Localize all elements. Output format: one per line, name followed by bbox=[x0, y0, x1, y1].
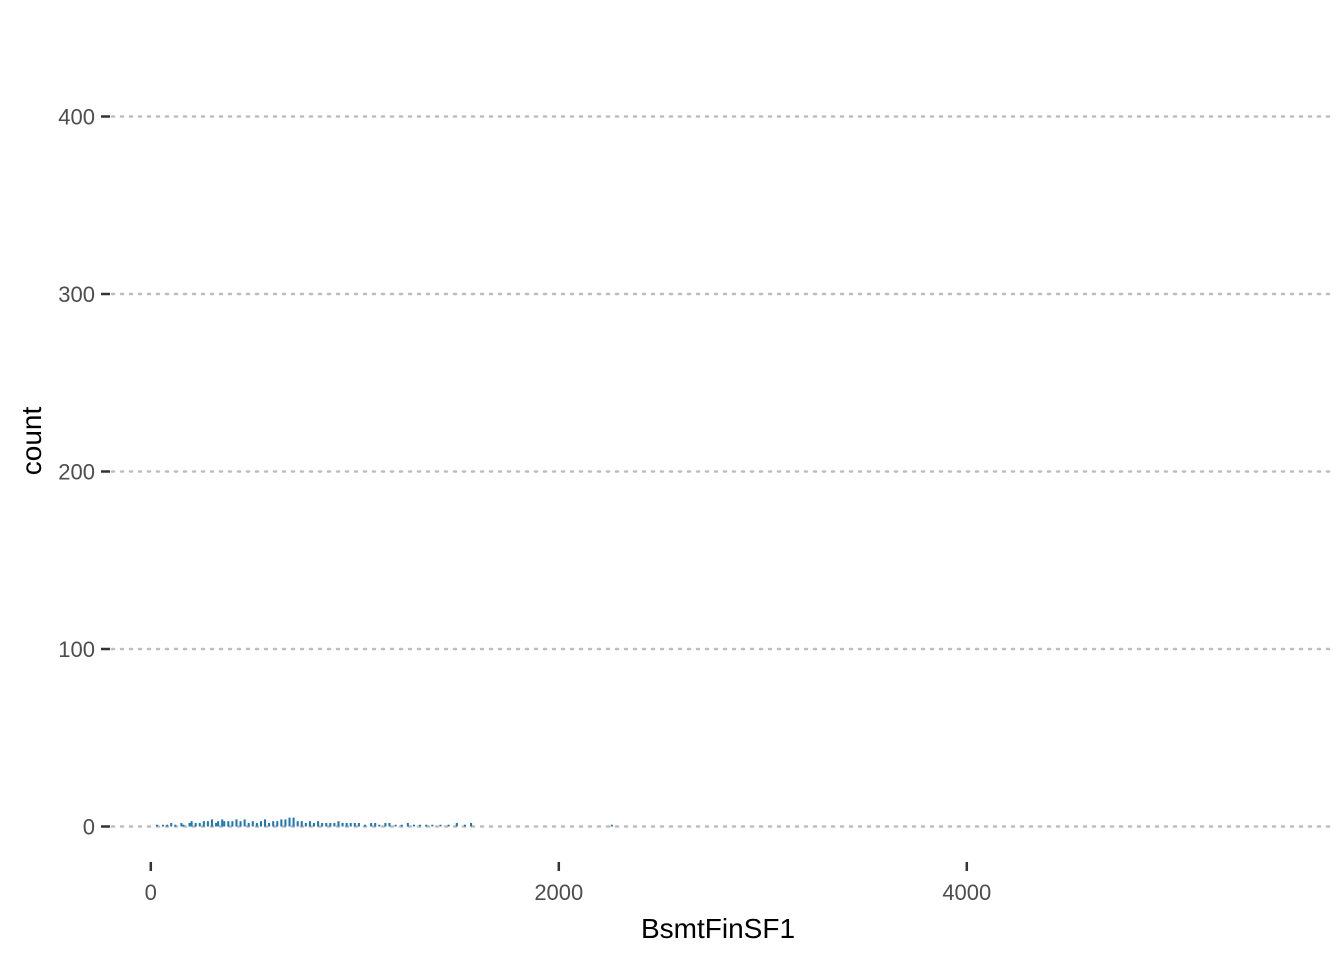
histogram-bar bbox=[388, 822, 391, 827]
x-tick-label-2000: 2000 bbox=[534, 880, 583, 905]
histogram-bar bbox=[188, 822, 191, 827]
histogram-bar bbox=[272, 821, 275, 827]
histogram-bar bbox=[206, 821, 209, 827]
histogram-bars bbox=[155, 817, 613, 827]
histogram-bar bbox=[268, 822, 271, 827]
histogram-bar bbox=[463, 824, 466, 827]
histogram-bar bbox=[412, 824, 415, 827]
histogram-bar bbox=[217, 821, 220, 827]
gridlines bbox=[110, 115, 1336, 828]
histogram-bar bbox=[321, 822, 324, 827]
y-tick-label-100: 100 bbox=[58, 637, 95, 662]
histogram-bar bbox=[223, 821, 226, 827]
histogram-bar bbox=[400, 824, 403, 827]
histogram-bar bbox=[264, 819, 267, 827]
histogram-bar bbox=[174, 824, 177, 827]
histogram-bar bbox=[312, 822, 316, 827]
histogram-bar bbox=[190, 821, 193, 827]
histogram-bar bbox=[292, 817, 295, 827]
y-tick-label-200: 200 bbox=[58, 460, 95, 485]
histogram-bar bbox=[353, 822, 356, 827]
histogram-bar bbox=[235, 819, 238, 827]
histogram-bar bbox=[276, 821, 279, 827]
histogram-bar bbox=[182, 824, 185, 827]
histogram-bar bbox=[425, 824, 428, 827]
x-tick-label-0: 0 bbox=[145, 880, 157, 905]
histogram-bar bbox=[221, 819, 224, 827]
y-tick-label-300: 300 bbox=[58, 282, 95, 307]
histogram-bar bbox=[370, 822, 373, 827]
histogram-bar bbox=[247, 822, 250, 827]
histogram-bar bbox=[349, 822, 352, 827]
histogram-bar bbox=[345, 822, 348, 827]
histogram-bar bbox=[325, 822, 328, 827]
histogram-bar bbox=[259, 821, 262, 827]
histogram-bar bbox=[341, 822, 344, 827]
histogram-bar bbox=[296, 821, 299, 827]
histogram-bar bbox=[231, 821, 234, 827]
x-tick-label-4000: 4000 bbox=[942, 880, 991, 905]
histogram-bar bbox=[215, 822, 218, 827]
histogram-bar bbox=[374, 822, 377, 827]
histogram-bar bbox=[384, 822, 387, 827]
histogram-bar bbox=[431, 824, 434, 827]
histogram-bar bbox=[180, 822, 183, 827]
histogram-bar bbox=[419, 824, 422, 827]
histogram-bar bbox=[170, 822, 173, 827]
histogram-bar bbox=[239, 821, 242, 827]
histogram-bar bbox=[363, 824, 367, 827]
histogram-bar bbox=[162, 824, 165, 827]
histogram-bar bbox=[284, 819, 287, 827]
histogram-bar bbox=[210, 819, 214, 827]
histogram-bar bbox=[610, 824, 613, 827]
histogram-bar bbox=[202, 821, 205, 827]
histogram-bar bbox=[470, 822, 473, 827]
histogram-bar bbox=[300, 821, 303, 827]
histogram-bar bbox=[194, 822, 197, 827]
histogram-bar bbox=[280, 819, 283, 827]
histogram-bar bbox=[394, 824, 397, 827]
y-tick-label-0: 0 bbox=[83, 815, 95, 840]
histogram-bar bbox=[447, 824, 450, 827]
histogram-bar bbox=[357, 822, 360, 827]
histogram-bar bbox=[251, 821, 254, 827]
histogram-bar bbox=[166, 824, 169, 827]
histogram-bar bbox=[333, 822, 336, 827]
histogram-bar bbox=[317, 821, 320, 827]
histogram-bar bbox=[255, 822, 258, 827]
histogram-bar bbox=[406, 822, 409, 827]
histogram-bar bbox=[198, 822, 201, 827]
histogram-bar bbox=[337, 821, 340, 827]
y-tick-label-400: 400 bbox=[58, 105, 95, 130]
x-axis: 0 2000 4000 bbox=[145, 862, 991, 905]
histogram-bar bbox=[378, 824, 381, 827]
y-axis-title: count bbox=[16, 407, 47, 476]
histogram-bar bbox=[329, 822, 332, 827]
histogram-bar bbox=[308, 821, 311, 827]
y-axis: 0 100 200 300 400 bbox=[58, 105, 110, 840]
histogram-bar bbox=[155, 824, 158, 827]
histogram-bar bbox=[439, 824, 442, 827]
histogram-bar bbox=[227, 821, 230, 827]
x-axis-title: BsmtFinSF1 bbox=[641, 913, 795, 944]
histogram-bar bbox=[304, 822, 307, 827]
histogram-bar bbox=[243, 819, 246, 827]
histogram-bar bbox=[455, 822, 458, 827]
histogram-bar bbox=[288, 817, 291, 827]
